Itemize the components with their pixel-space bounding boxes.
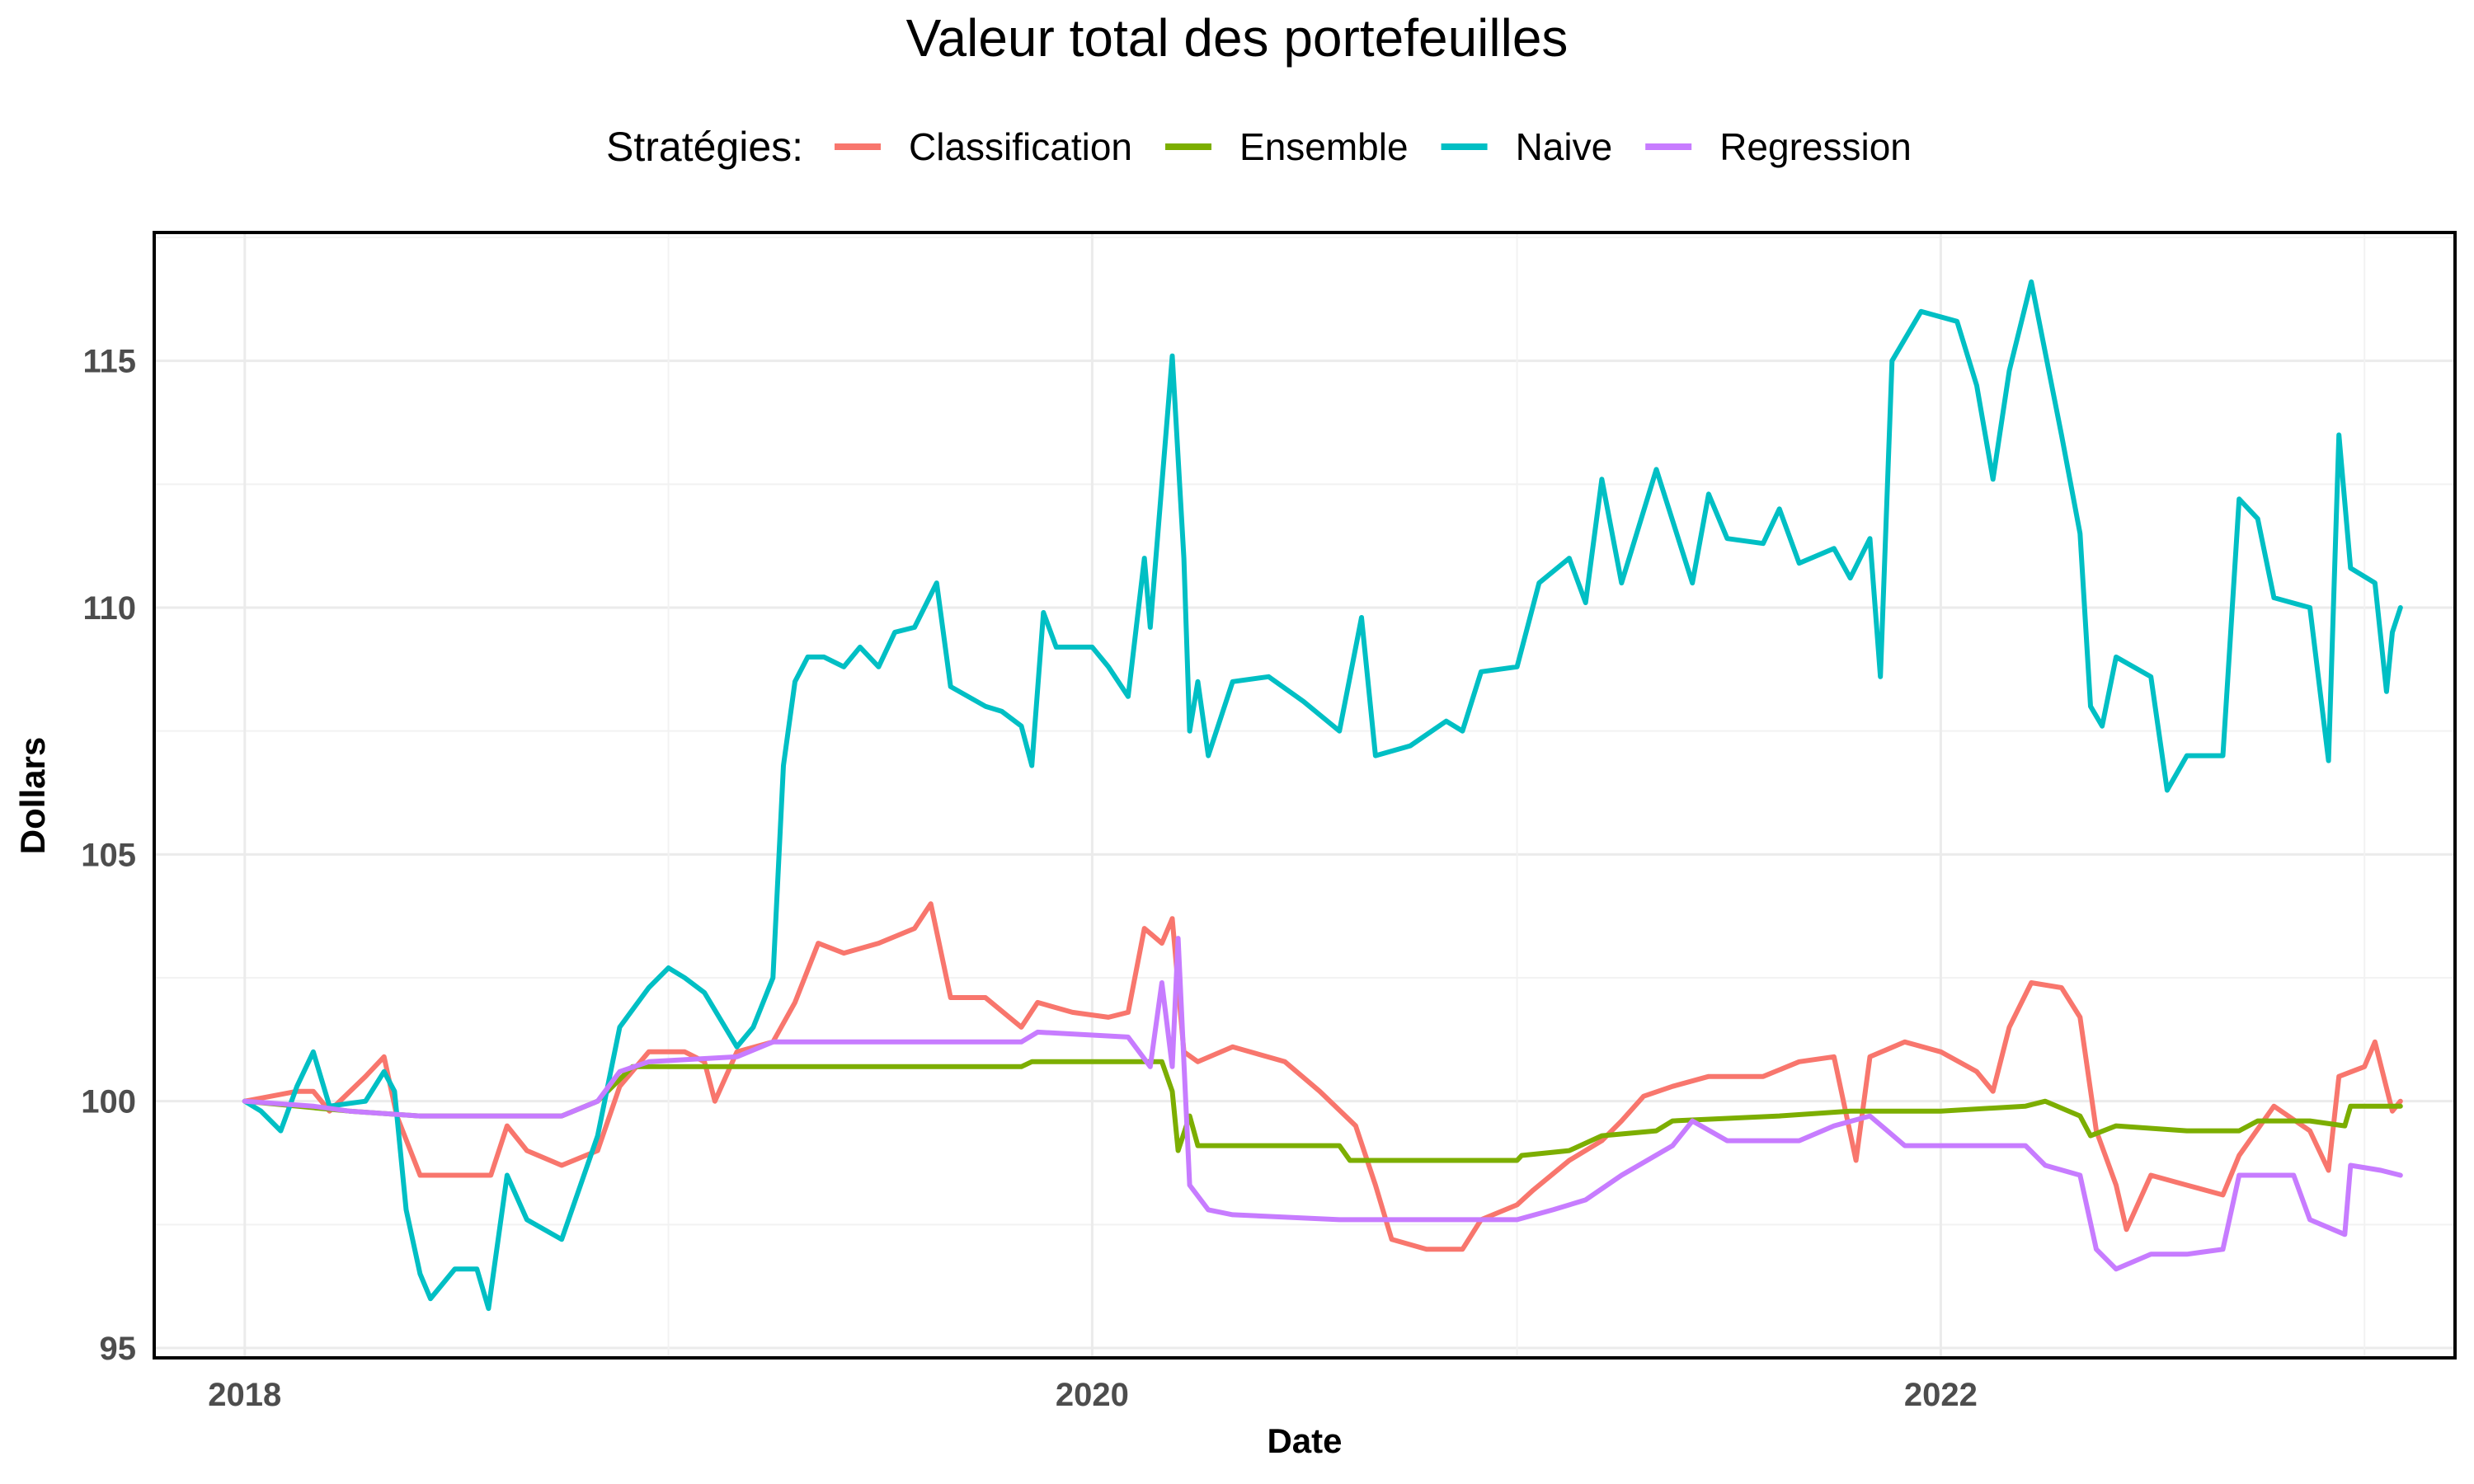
y-tick-label: 100 — [81, 1084, 136, 1120]
x-tick-label: 2020 — [1056, 1377, 1129, 1413]
grid — [154, 232, 2455, 1358]
legend-label-regression: Regression — [1719, 125, 1912, 168]
series-line-ensemble — [242, 1059, 2403, 1163]
y-tick-label: 95 — [100, 1331, 137, 1367]
y-tick-label: 105 — [81, 837, 136, 873]
legend-label-classification: Classification — [909, 125, 1132, 168]
y-tick-label: 115 — [82, 344, 136, 380]
legend-label-naive: Naive — [1516, 125, 1613, 168]
y-tick-label: 110 — [82, 590, 136, 627]
legend: Stratégies: Classification Ensemble Naive R… — [606, 124, 1912, 170]
x-tick-label: 2022 — [1904, 1377, 1978, 1413]
y-axis-title: Dollars — [13, 737, 52, 854]
series-line-regression — [242, 936, 2403, 1272]
legend-label-ensemble: Ensemble — [1239, 125, 1409, 168]
x-axis-title: Date — [1267, 1421, 1342, 1460]
plot-panel-border — [153, 231, 2457, 1360]
series-group — [242, 279, 2403, 1312]
series-line-naive — [242, 279, 2403, 1312]
chart-title: Valeur total des portefeuilles — [906, 8, 1569, 68]
series-line-classification — [242, 901, 2403, 1252]
axes: 95 100 105 110 115 2018 2020 2022 — [81, 344, 1978, 1413]
x-tick-label: 2018 — [208, 1377, 281, 1413]
legend-title: Stratégies: — [606, 124, 803, 170]
